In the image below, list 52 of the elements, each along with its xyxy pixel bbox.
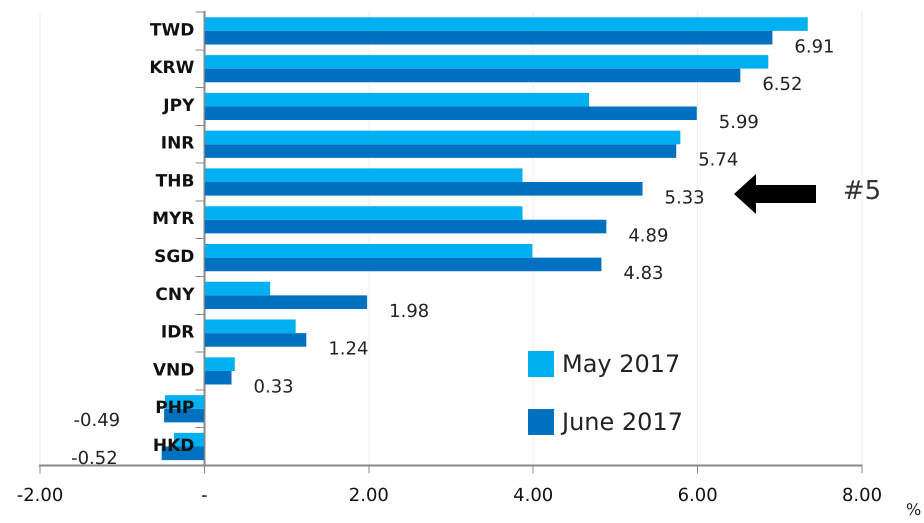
y-tick-label: TWD <box>150 20 194 40</box>
bar <box>204 106 697 120</box>
data-label: 1.24 <box>328 338 368 360</box>
bar <box>204 295 368 309</box>
y-tick-label: SGD <box>154 247 194 268</box>
y-tick-label: IDR <box>160 322 194 343</box>
y-tick-label: VND <box>152 360 194 380</box>
x-tick-label: - <box>201 484 208 506</box>
x-tick-label: 2.00 <box>348 484 389 506</box>
bar <box>204 333 306 347</box>
data-label: 1.98 <box>389 300 430 322</box>
data-label: 5.74 <box>698 150 738 171</box>
data-label: 6.52 <box>762 74 802 96</box>
data-label: 0.33 <box>254 376 294 398</box>
bar <box>204 55 768 69</box>
bar <box>204 244 532 258</box>
bar <box>204 370 232 385</box>
bar <box>204 168 523 182</box>
bar <box>204 220 606 234</box>
bar <box>204 30 772 44</box>
data-label: 6.91 <box>794 36 834 58</box>
bar <box>204 92 590 106</box>
data-label: 5.99 <box>718 112 759 133</box>
x-tick-label: 4.00 <box>513 484 554 506</box>
bar <box>204 68 740 82</box>
x-tick-label: 6.00 <box>678 484 718 506</box>
bar <box>204 357 235 371</box>
legend-label: June 2017 <box>562 408 683 436</box>
bar <box>204 17 808 31</box>
annotation: #5 <box>842 176 882 206</box>
bar <box>204 130 680 144</box>
data-label: 4.83 <box>623 263 664 284</box>
bar <box>204 282 270 296</box>
bar <box>204 320 296 334</box>
y-tick-label: JPY <box>162 96 196 116</box>
bar <box>204 258 602 272</box>
y-tick-label: KRW <box>149 58 195 78</box>
data-label: 4.89 <box>628 225 668 246</box>
x-tick-label: 8.00 <box>842 484 882 506</box>
x-tick-label: -2.00 <box>16 484 64 506</box>
data-label: -0.52 <box>71 448 118 469</box>
y-tick-label: CNY <box>155 284 196 305</box>
y-tick-label: MYR <box>152 209 194 230</box>
bar <box>204 144 676 158</box>
x-axis-title: % <box>906 500 922 519</box>
data-label: -0.49 <box>74 410 120 432</box>
y-tick-label: THB <box>156 171 194 192</box>
bar <box>204 182 643 196</box>
bar <box>204 206 523 220</box>
data-label: 5.33 <box>664 188 705 208</box>
legend-label: May 2017 <box>562 350 680 378</box>
y-tick-label: INR <box>160 134 194 154</box>
